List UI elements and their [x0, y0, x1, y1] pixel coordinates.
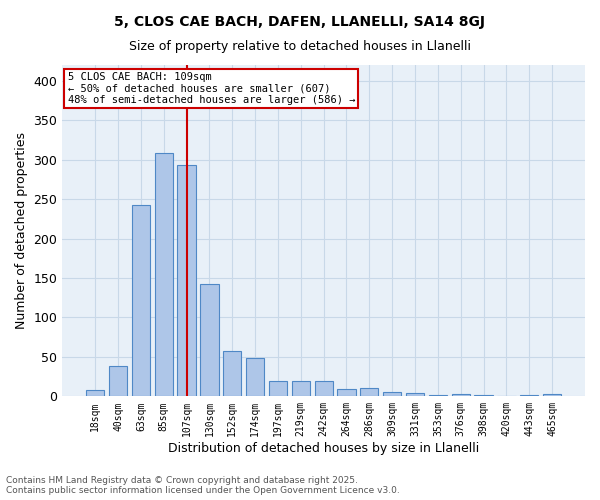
Text: Contains HM Land Registry data © Crown copyright and database right 2025.
Contai: Contains HM Land Registry data © Crown c…: [6, 476, 400, 495]
Bar: [314, 380, 333, 396]
Bar: [178, 165, 196, 396]
Bar: [223, 352, 241, 397]
Bar: [246, 358, 264, 397]
Bar: [269, 382, 287, 396]
Text: Size of property relative to detached houses in Llanelli: Size of property relative to detached ho…: [129, 40, 471, 53]
Bar: [452, 394, 470, 396]
Y-axis label: Number of detached properties: Number of detached properties: [15, 132, 28, 329]
Bar: [383, 392, 401, 396]
Bar: [200, 284, 218, 397]
Bar: [155, 154, 173, 396]
Bar: [337, 389, 356, 396]
Bar: [520, 395, 538, 396]
Text: 5 CLOS CAE BACH: 109sqm
← 50% of detached houses are smaller (607)
48% of semi-d: 5 CLOS CAE BACH: 109sqm ← 50% of detache…: [68, 72, 355, 105]
Bar: [360, 388, 379, 396]
Bar: [429, 395, 447, 396]
Bar: [132, 204, 150, 396]
Text: 5, CLOS CAE BACH, DAFEN, LLANELLI, SA14 8GJ: 5, CLOS CAE BACH, DAFEN, LLANELLI, SA14 …: [115, 15, 485, 29]
Bar: [292, 382, 310, 396]
Bar: [475, 395, 493, 396]
Bar: [406, 393, 424, 396]
Bar: [86, 390, 104, 396]
X-axis label: Distribution of detached houses by size in Llanelli: Distribution of detached houses by size …: [168, 442, 479, 455]
Bar: [543, 394, 561, 396]
Bar: [109, 366, 127, 396]
